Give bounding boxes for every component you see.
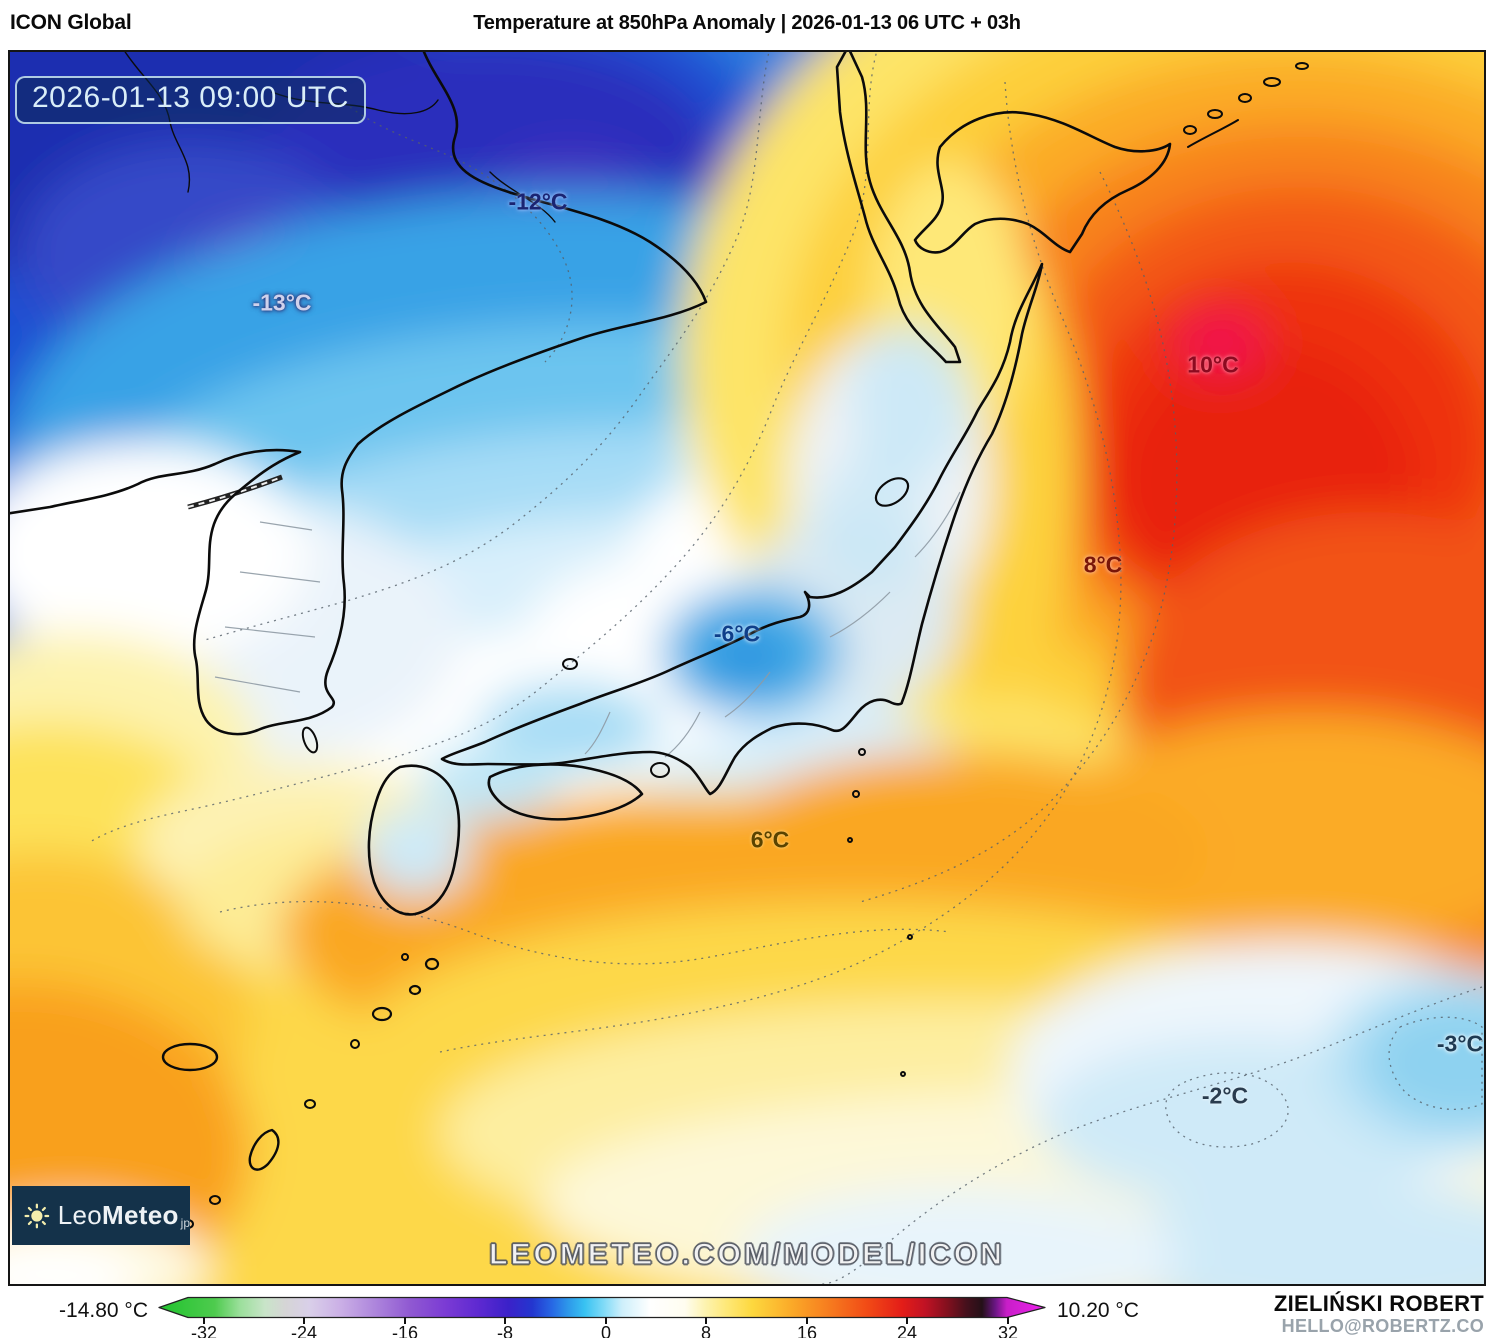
dmz-line xyxy=(187,474,283,510)
colorbar-max-label: 10.20 °C xyxy=(1057,1299,1139,1322)
logo-text-bold: Meteo xyxy=(102,1200,179,1230)
colorbar-tick-label: 8 xyxy=(700,1323,712,1338)
colorbar-tick xyxy=(303,1317,305,1324)
temp-label-6: 6°C xyxy=(750,826,790,853)
temp-label-minus12: -12°C xyxy=(508,188,568,215)
attribution-email: HELLO@ROBERTZ.CO xyxy=(1281,1316,1484,1336)
admin-boundaries xyxy=(214,491,961,758)
colorbar-tick-label: -24 xyxy=(290,1323,318,1338)
logo-text: LeoMeteo xyxy=(58,1200,179,1231)
anomaly-color-field xyxy=(10,52,1484,1284)
attribution-name: ZIELIŃSKI ROBERT xyxy=(1273,1291,1484,1316)
colorbar xyxy=(158,1296,1046,1319)
colorbar-tick-label: -16 xyxy=(391,1323,419,1338)
colorbar-gradient-bar xyxy=(158,1296,1046,1319)
page-title: Temperature at 850hPa Anomaly | 2026-01-… xyxy=(473,12,1021,34)
temp-label-8: 8°C xyxy=(1083,551,1123,578)
colorbar-tick-label: 32 xyxy=(997,1323,1019,1338)
temp-label-minus13: -13°C xyxy=(252,289,312,316)
colorbar-tick xyxy=(806,1317,808,1324)
watermark: LEOMETEO.COM/MODEL/ICON xyxy=(489,1237,1005,1271)
contour-lines xyxy=(89,52,1483,1284)
coastlines xyxy=(10,52,1309,1229)
colorbar-tick-label: -8 xyxy=(496,1323,514,1338)
sun-icon xyxy=(24,1203,50,1228)
colorbar-tick xyxy=(203,1317,205,1324)
leometeo-logo: LeoMeteo jp xyxy=(12,1186,190,1245)
model-name: ICON Global xyxy=(10,11,132,34)
logo-suffix: jp xyxy=(180,1215,190,1230)
colorbar-footer: -14.80 °C xyxy=(0,1286,1494,1338)
timestamp-badge: 2026-01-13 09:00 UTC xyxy=(15,76,366,124)
colorbar-tick-label: -32 xyxy=(190,1323,218,1338)
colorbar-min-label: -14.80 °C xyxy=(59,1299,148,1322)
colorbar-tick-label: 0 xyxy=(600,1323,612,1338)
colorbar-tick xyxy=(1007,1317,1009,1324)
header: ICON Global Temperature at 850hPa Anomal… xyxy=(0,0,1494,50)
temp-label-minus6: -6°C xyxy=(713,620,761,647)
temp-label-10: 10°C xyxy=(1187,351,1239,378)
colorbar-tick xyxy=(504,1317,506,1324)
map-canvas: 2026-01-13 09:00 UTC -12°C -13°C -6°C 10… xyxy=(8,50,1486,1286)
colorbar-tick-label: 24 xyxy=(896,1323,918,1338)
temp-label-minus3: -3°C xyxy=(1436,1030,1484,1057)
colorbar-tick xyxy=(404,1317,406,1324)
colorbar-tick xyxy=(605,1317,607,1324)
colorbar-tick xyxy=(906,1317,908,1324)
colorbar-tick-label: 16 xyxy=(796,1323,818,1338)
colorbar-tick xyxy=(705,1317,707,1324)
temperature-anomaly-field xyxy=(10,52,1484,1284)
temp-label-minus2: -2°C xyxy=(1201,1082,1249,1109)
logo-text-light: Leo xyxy=(57,1200,103,1230)
